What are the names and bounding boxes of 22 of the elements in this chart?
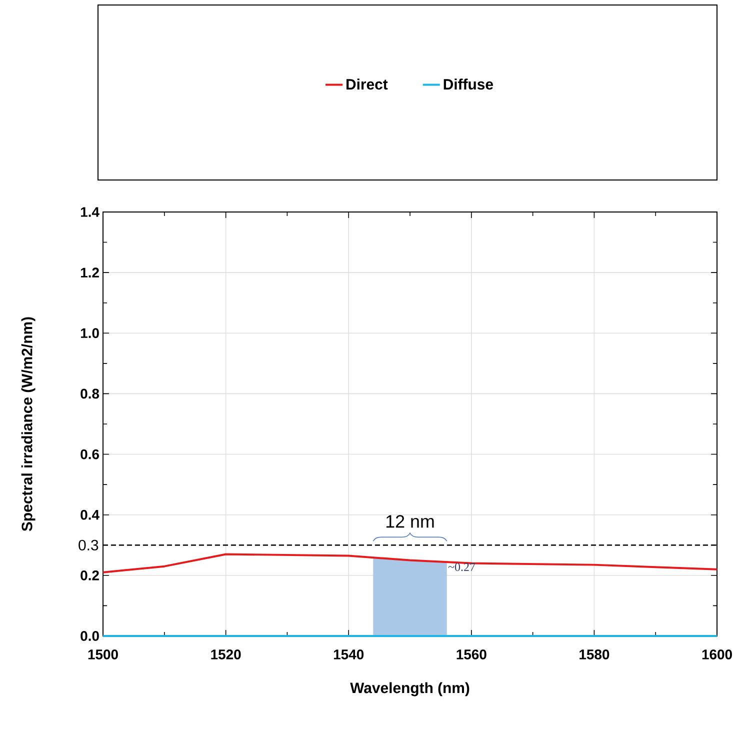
ref-line-label: 0.3	[78, 540, 98, 550]
legend-label: Direct	[346, 78, 388, 90]
y-tick-label: 0.0	[80, 631, 99, 641]
y-tick-label: 1.4	[80, 207, 100, 217]
x-tick-label: 1560	[456, 649, 486, 660]
annotation: ~0.27	[448, 562, 476, 572]
x-tick-label: 1500	[88, 649, 118, 660]
x-tick-label: 1600	[702, 649, 732, 660]
legend-label: Diffuse	[444, 78, 493, 90]
y-tick-label: 1.0	[80, 328, 99, 338]
x-tick-label: 1540	[334, 649, 364, 660]
line-series	[102, 553, 718, 574]
y-tick-label: 0.2	[80, 570, 99, 580]
y-tick-label: 0.6	[80, 449, 99, 460]
y-tick-label: 0.8	[80, 388, 100, 399]
x-axis-title: Wavelength (nm)	[350, 682, 470, 696]
x-tick-label: 1580	[580, 649, 610, 660]
x-tick-label: 1520	[211, 649, 241, 660]
annotation: 12 nm	[386, 515, 434, 528]
y-tick-label: 1.2	[80, 268, 99, 278]
y-axis-title: Spectral irradiance (W/m2/nm)	[21, 317, 36, 532]
y-tick-label: 0.4	[80, 510, 100, 520]
